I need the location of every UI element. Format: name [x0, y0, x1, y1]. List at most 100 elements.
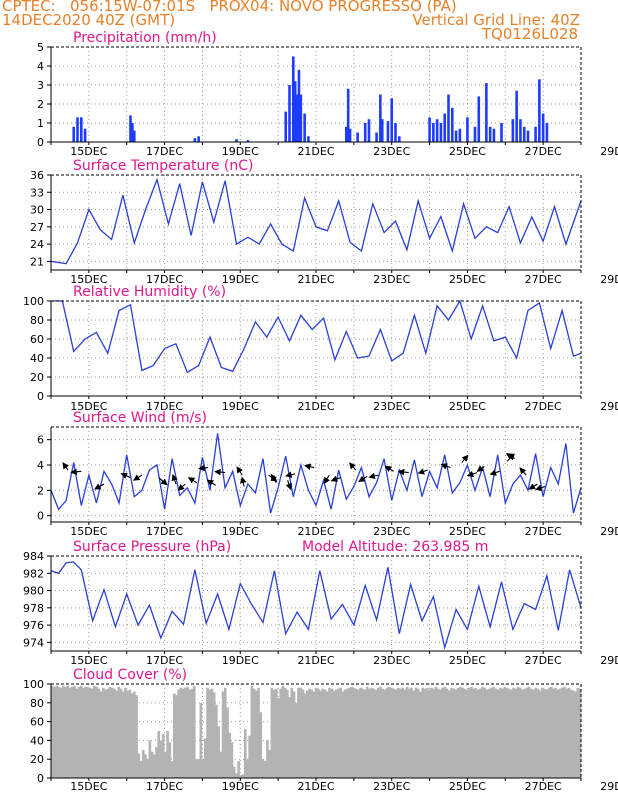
cloud-bar — [321, 688, 325, 778]
cloud-bar — [70, 686, 74, 778]
y-tick-label: 4 — [37, 60, 44, 73]
precip-bar — [131, 123, 134, 142]
cloud-bar — [215, 704, 218, 778]
cloud-bar — [357, 689, 360, 778]
cloud-bar — [277, 698, 280, 778]
cloud-bar — [576, 687, 580, 778]
cloud-bar — [206, 687, 209, 778]
precip-bar — [83, 128, 87, 142]
precip-bar — [291, 56, 295, 142]
cloud-bar — [239, 775, 243, 778]
cloud-bar — [130, 693, 134, 778]
y-tick-label: 0 — [37, 390, 44, 403]
cloud-bar — [419, 691, 422, 778]
cloud-bar — [337, 688, 340, 778]
x-tick-label: 27DEC — [525, 400, 562, 413]
cloud-bar — [139, 761, 143, 778]
cloud-bar — [370, 687, 373, 778]
wind-arrow — [214, 468, 226, 476]
cloud-bar — [210, 688, 214, 778]
cloud-bar — [104, 689, 107, 778]
cloud-bar — [274, 688, 278, 778]
cloud-bar — [348, 687, 351, 778]
precip-bar — [375, 132, 378, 142]
cloud-bar — [459, 686, 462, 778]
cloud-bar — [441, 687, 444, 778]
cloud-bar — [372, 688, 376, 778]
x-tick-label: 29DEC — [600, 525, 618, 538]
precip-bar — [129, 115, 132, 142]
cloud-bar — [170, 761, 174, 778]
y-tick-label: 21 — [30, 255, 44, 268]
precip-bar — [235, 139, 238, 142]
cloud-bar — [232, 766, 236, 778]
cloud-bar — [148, 740, 152, 778]
cloud-bar — [352, 687, 356, 778]
cloud-bar — [443, 686, 447, 778]
cloud-bar — [86, 686, 90, 778]
cloud-bar — [184, 687, 187, 778]
panel-6: 0 20 40 60 80 100 15DEC 17DEC 19DEC 21DEC 23DEC 25D… — [23, 667, 618, 793]
wind-arrow — [198, 464, 209, 472]
cloud-bar — [155, 746, 158, 778]
cloud-bar — [390, 687, 393, 778]
x-tick-label: 21DEC — [297, 780, 334, 793]
cloud-bar — [454, 689, 458, 778]
cloud-bar — [549, 686, 553, 778]
cloud-bar — [288, 697, 291, 778]
precip-bar — [356, 132, 359, 142]
precip-bar — [458, 128, 462, 142]
cloud-bar — [217, 726, 220, 778]
cloud-bar — [144, 754, 147, 778]
cloud-bar — [57, 686, 61, 778]
y-tick-label: 4 — [37, 459, 44, 472]
cloud-bar — [354, 688, 358, 778]
x-tick-label: 27DEC — [525, 525, 562, 538]
wind-arrow — [534, 484, 546, 491]
precip-bar — [541, 113, 545, 142]
precip-bar — [519, 119, 522, 142]
cloud-bar — [197, 759, 200, 778]
cloud-bar — [248, 735, 251, 778]
x-tick-label: 27DEC — [525, 145, 562, 158]
cloud-bar — [252, 688, 256, 778]
cloud-bar — [88, 687, 92, 778]
cloud-bar — [117, 686, 121, 778]
precip-bar — [522, 126, 526, 142]
x-tick-label: 19DEC — [222, 273, 259, 286]
cloud-bar — [379, 686, 382, 778]
cloud-bar — [516, 686, 520, 778]
series-line — [50, 177, 582, 265]
x-tick-label: 29DEC — [600, 654, 618, 667]
cloud-bar — [492, 686, 495, 778]
cloud-bar — [412, 690, 416, 778]
wind-arrow — [285, 471, 296, 478]
y-tick-label: 20 — [30, 753, 44, 766]
cloud-bar — [226, 707, 229, 778]
cloud-bar — [507, 688, 511, 778]
cloud-bar — [456, 687, 460, 778]
cloud-bar — [494, 688, 498, 778]
cloud-bar — [439, 689, 442, 778]
cloud-bar — [246, 759, 249, 778]
precip-bar — [511, 119, 515, 142]
precip-bar — [386, 121, 390, 142]
cloud-bar — [115, 690, 118, 778]
cloud-bar — [396, 687, 400, 778]
cloud-bar — [283, 687, 287, 778]
y-tick-label: 30 — [30, 204, 44, 217]
cloud-bar — [376, 687, 380, 778]
cloud-bar — [490, 687, 493, 778]
wind-arrow — [62, 462, 69, 471]
cloud-bar — [423, 688, 427, 778]
cloud-bar — [82, 687, 85, 778]
cloud-bar — [290, 687, 294, 778]
cloud-bar — [368, 688, 371, 778]
cloud-bar — [208, 689, 212, 778]
cloud-bar — [427, 689, 431, 778]
precip-bar — [380, 119, 384, 142]
precip-bar — [545, 123, 549, 142]
cloud-bar — [204, 738, 207, 778]
cloud-bar — [135, 695, 138, 778]
cloud-bar — [487, 688, 491, 778]
